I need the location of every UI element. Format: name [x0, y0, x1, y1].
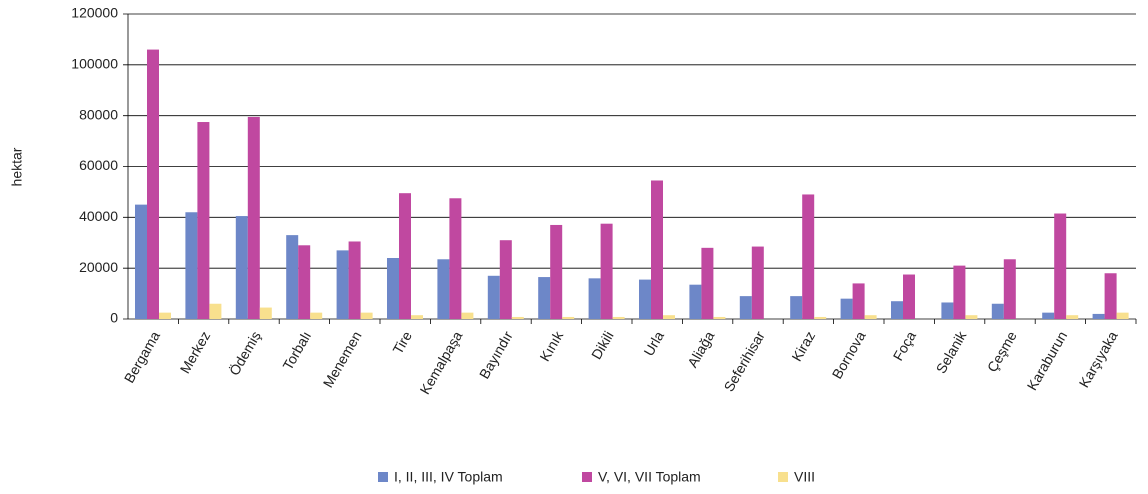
x-tick-label: Bergama — [121, 328, 163, 385]
bar — [790, 296, 803, 319]
bar — [461, 312, 474, 319]
bar — [802, 194, 815, 319]
x-tick-label: Aliağa — [684, 328, 717, 370]
x-tick-label: Karaburun — [1024, 328, 1071, 393]
bar — [651, 180, 663, 319]
bar — [1104, 273, 1117, 319]
y-tick-label: 100000 — [71, 56, 118, 72]
legend-swatch — [378, 472, 388, 482]
x-tick-label: Çeşme — [984, 328, 1020, 375]
legend-swatch — [778, 472, 788, 482]
bar — [487, 275, 500, 319]
bar — [336, 250, 349, 319]
bar — [197, 122, 210, 319]
bar — [387, 258, 399, 319]
bar — [739, 296, 752, 319]
y-tick-label: 40000 — [79, 208, 118, 224]
bar — [298, 245, 311, 319]
x-tick-label: Karşıyaka — [1076, 328, 1121, 390]
bar — [449, 198, 462, 319]
legend-swatch — [582, 472, 592, 482]
x-tick-label: Kınık — [536, 327, 566, 363]
bar — [399, 193, 411, 319]
bar — [701, 247, 714, 319]
x-tick-label: Bayındır — [476, 328, 516, 381]
bar — [663, 315, 675, 319]
bar — [953, 265, 966, 319]
bar — [286, 235, 299, 319]
bar — [259, 307, 272, 319]
x-tick-label: Merkez — [177, 328, 214, 376]
bar — [991, 303, 1004, 319]
bar — [689, 284, 702, 319]
bar — [1066, 315, 1079, 319]
bar — [588, 278, 601, 319]
legend-label: I, II, III, IV Toplam — [394, 469, 503, 485]
bar — [1003, 259, 1016, 319]
bar — [965, 315, 978, 319]
bar — [550, 224, 563, 319]
bar — [209, 303, 222, 319]
bar — [360, 312, 373, 319]
bar — [247, 116, 260, 319]
bar — [1042, 312, 1055, 319]
bar — [639, 279, 651, 319]
x-tick-label: Tire — [389, 328, 415, 357]
x-tick-label: Menemen — [320, 328, 365, 390]
bar — [612, 316, 625, 319]
bar — [814, 316, 827, 319]
bar — [437, 259, 450, 319]
bar — [348, 241, 361, 319]
bar — [751, 246, 764, 319]
bar — [511, 316, 524, 319]
bar — [903, 274, 915, 319]
x-tick-label: Foça — [890, 328, 920, 363]
x-tick-label: Seferihisar — [720, 328, 767, 394]
x-tick-label: Torbalı — [279, 328, 314, 372]
x-tick-label: Urla — [640, 328, 667, 358]
bar — [1116, 312, 1129, 319]
x-tick-label: Dikili — [588, 328, 617, 362]
bar — [499, 240, 512, 319]
bar — [159, 312, 171, 319]
legend-label: V, VI, VII Toplam — [598, 469, 701, 485]
x-tick-label: Selanik — [933, 327, 970, 376]
y-tick-label: 0 — [110, 310, 118, 326]
bar — [235, 216, 248, 319]
y-tick-label: 80000 — [79, 106, 118, 122]
bar — [538, 277, 551, 319]
bar — [310, 312, 323, 319]
bar — [135, 204, 147, 319]
bar — [600, 223, 613, 319]
y-tick-label: 120000 — [71, 5, 118, 21]
y-axis-label: hektar — [9, 147, 25, 186]
x-tick-label: Bornova — [829, 328, 869, 381]
bar — [852, 283, 865, 319]
legend-label: VIII — [794, 469, 815, 485]
x-tick-label: Ödemiş — [225, 328, 264, 378]
y-tick-label: 20000 — [79, 259, 118, 275]
bar — [840, 298, 853, 319]
bar — [941, 302, 954, 319]
y-tick-label: 60000 — [79, 157, 118, 173]
bar — [891, 301, 903, 319]
bar — [864, 315, 877, 319]
bar — [713, 316, 726, 319]
x-tick-label: Kemalpaşa — [417, 328, 466, 397]
bar — [185, 212, 198, 319]
x-tick-label: Kiraz — [788, 328, 818, 364]
bar — [1092, 313, 1105, 319]
bar — [1054, 213, 1067, 319]
bar — [562, 316, 575, 319]
bar — [411, 315, 423, 319]
bar — [147, 49, 159, 319]
